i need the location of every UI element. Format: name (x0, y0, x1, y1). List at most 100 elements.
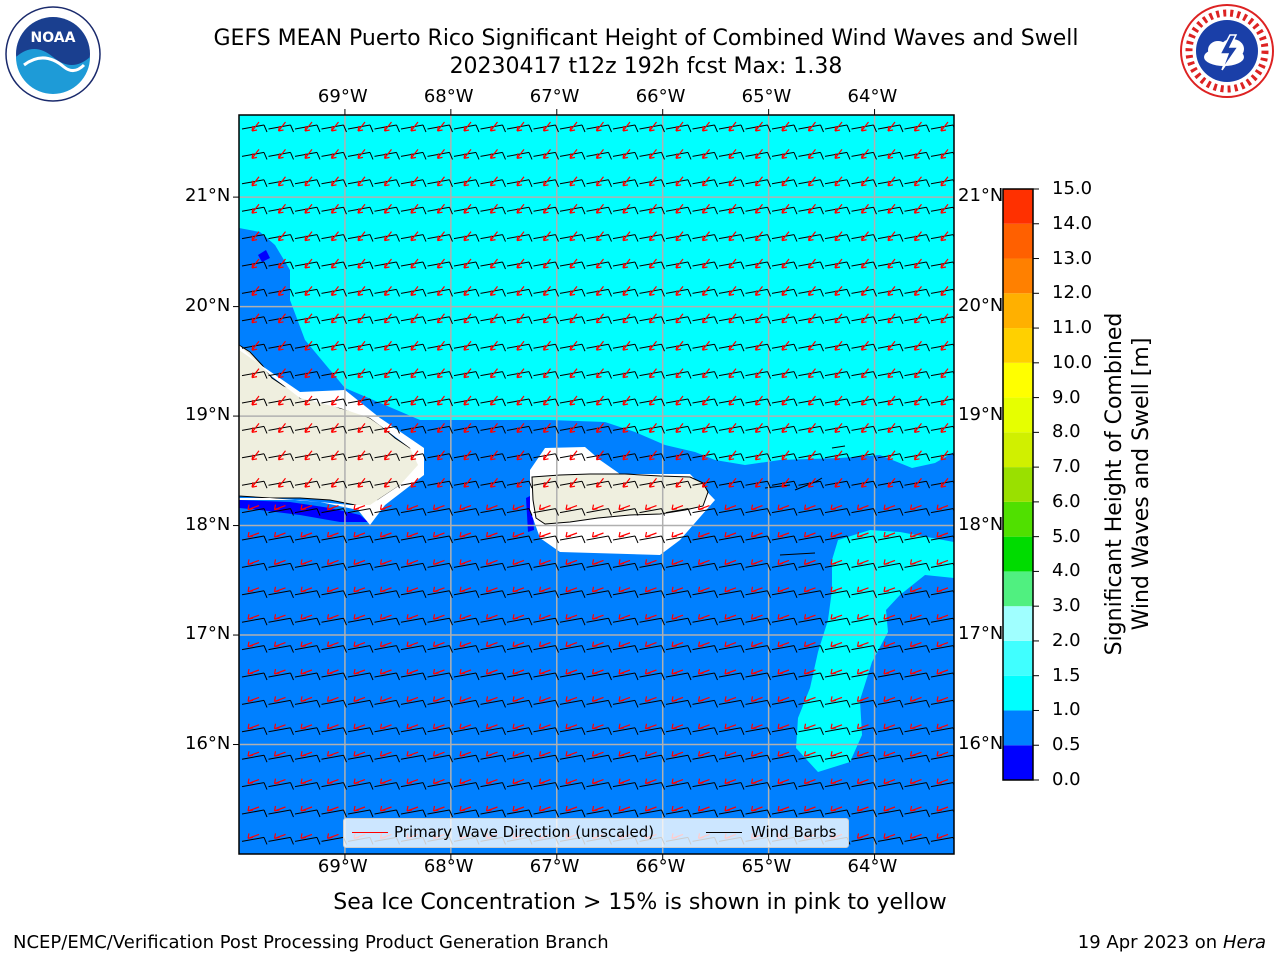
wave-arrow (803, 504, 816, 511)
wind-barb (877, 562, 904, 571)
wave-arrow (304, 121, 313, 132)
wind-barb (958, 865, 983, 872)
wave-arrow (247, 696, 260, 702)
wind-barb (506, 672, 533, 681)
wind-barb (692, 508, 718, 516)
wind-barb (268, 590, 294, 598)
wave-arrow (750, 778, 763, 785)
wind-barb (294, 617, 321, 626)
wind-barb (639, 535, 665, 544)
wave-arrow (251, 258, 260, 269)
wave-arrow (648, 340, 657, 351)
wave-arrow (459, 751, 472, 757)
wave-arrow (671, 696, 684, 702)
wave-arrow (595, 203, 604, 214)
wave-arrow (248, 861, 259, 866)
wave-arrow (671, 751, 684, 757)
wave-arrow (569, 121, 578, 132)
wind-barb (453, 809, 480, 818)
wave-arrow (512, 614, 525, 620)
wind-barb (904, 727, 930, 735)
wind-barb (877, 782, 904, 790)
wave-arrow (909, 531, 922, 538)
wave-arrow (834, 176, 843, 187)
wave-arrow (459, 641, 472, 648)
wind-barb (851, 617, 877, 626)
wind-barb (559, 672, 586, 681)
wind-barb (639, 782, 665, 790)
wave-arrow (304, 477, 313, 488)
wind-barb (771, 508, 798, 516)
wave-arrow (856, 723, 869, 730)
wave-arrow (803, 805, 816, 812)
wave-arrow (357, 423, 366, 433)
wind-barb (613, 865, 638, 872)
wave-arrow (569, 423, 578, 433)
wave-arrow (277, 368, 286, 379)
wave-arrow (273, 805, 286, 812)
wave-arrow (648, 423, 657, 433)
lat-label-right: 18°N (958, 513, 1004, 535)
wave-arrow (251, 395, 260, 406)
wind-barb-label: Wind Barbs (751, 823, 837, 841)
colorbar-tick-label: 1.5 (1052, 664, 1081, 686)
wave-arrow (273, 559, 286, 565)
wave-arrow (648, 477, 657, 488)
wind-barb (533, 672, 559, 681)
wave-arrow (913, 231, 922, 242)
wave-arrow (542, 450, 551, 461)
wind-barb (958, 783, 983, 790)
wave-arrow (485, 614, 498, 620)
wind-barb (718, 809, 745, 818)
wind-barb (400, 617, 427, 626)
wave-arrow (436, 286, 445, 296)
lon-label-bottom: 64°W (847, 856, 898, 877)
wind-barb (905, 865, 930, 872)
wave-arrow (277, 395, 286, 406)
wind-barb (453, 754, 480, 763)
wind-barb (506, 590, 533, 598)
wave-arrow (304, 203, 313, 214)
wave-arrow (940, 203, 949, 214)
wind-barb (586, 508, 612, 516)
wind-barb (268, 508, 294, 516)
axis-ticks (233, 109, 876, 860)
wave-arrow (485, 504, 498, 511)
wave-arrow (648, 231, 657, 242)
wave-arrow (516, 231, 525, 242)
wind-barb (665, 645, 692, 653)
wave-arrow (301, 861, 312, 866)
wind-barb (241, 590, 268, 598)
wind-barb (453, 645, 480, 653)
wave-arrow (513, 861, 524, 866)
wave-arrow (595, 450, 604, 461)
wind-barb (427, 645, 453, 653)
wind-barb (851, 508, 877, 516)
wave-arrow (485, 531, 498, 538)
wave-arrow (936, 559, 949, 565)
wind-barb (453, 672, 480, 681)
nws-logo (1180, 4, 1274, 98)
wave-arrow (697, 614, 710, 620)
wave-arrow (436, 176, 445, 187)
wind-barb (718, 617, 745, 626)
wave-arrow (326, 805, 339, 812)
wave-arrow (353, 668, 366, 675)
wind-barb (877, 645, 904, 653)
wave-arrow (860, 368, 869, 379)
wind-barb (745, 535, 771, 544)
wave-arrow (909, 504, 922, 511)
colorbar-tick-label: 12.0 (1052, 282, 1093, 304)
wave-arrow (724, 559, 737, 565)
wave-arrow (565, 805, 578, 812)
wind-barb (559, 617, 586, 626)
wave-arrow (538, 696, 551, 702)
wind-barb (374, 590, 400, 598)
wave-arrow (357, 149, 366, 159)
wind-barb (401, 865, 426, 872)
wave-arrow (671, 586, 684, 593)
wave-arrow (410, 450, 419, 461)
wave-arrow (383, 340, 392, 351)
wave-arrow (406, 751, 419, 757)
